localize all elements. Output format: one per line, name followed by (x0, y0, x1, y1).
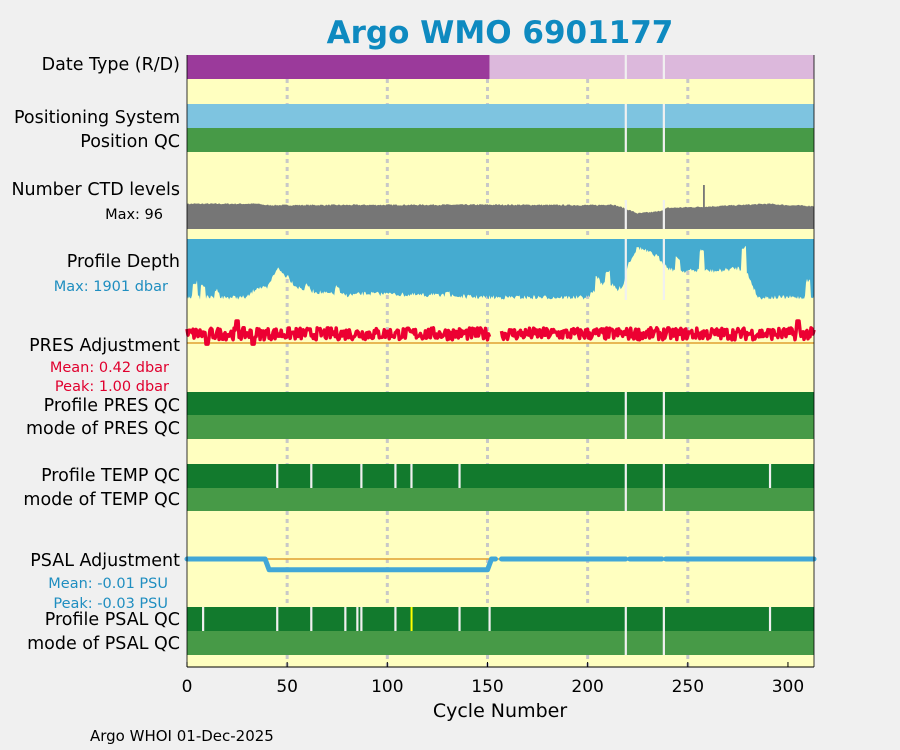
psal-qc-full-gap-238 (662, 607, 665, 655)
depth-gap-238 (662, 239, 665, 300)
positioning-gap-238 (662, 104, 665, 152)
profile-pres-qc-label: Profile PRES QC (44, 396, 180, 416)
depth-max-label: Max: 1901 dbar (54, 279, 168, 295)
temp-qc-gap-104 (394, 464, 397, 488)
ctd-gap-219 (624, 200, 627, 229)
mode-pres-qc-bar (187, 415, 814, 439)
temp-qc-gap-45 (276, 464, 279, 488)
temp-qc-gap-87 (360, 464, 363, 488)
positioning-system-label: Positioning System (14, 108, 180, 128)
mode-psal-qc-bar (187, 631, 814, 655)
psal-qc-gap-104 (394, 607, 397, 631)
temp-qc-gap-112 (410, 464, 413, 488)
position-qc-bar (187, 128, 814, 152)
x-tick-label-100: 100 (371, 677, 403, 697)
psal-mean-label: Mean: -0.01 PSU (48, 576, 168, 592)
x-axis: 0 50 100 150 200 250 300 (182, 55, 815, 697)
ctd-gap-238 (662, 200, 665, 229)
pres-adjustment-label: PRES Adjustment (29, 336, 180, 356)
profile-temp-qc-label: Profile TEMP QC (41, 466, 180, 486)
x-tick-label-200: 200 (571, 677, 603, 697)
date-type-label: Date Type (R/D) (42, 55, 180, 75)
psal-qc-gap-62 (310, 607, 313, 631)
mode-temp-qc-label: mode of TEMP QC (23, 490, 180, 510)
x-tick-label-300: 300 (772, 677, 804, 697)
psal-qc-gap-45 (276, 607, 279, 631)
x-tick-label-250: 250 (672, 677, 704, 697)
chart-title: Argo WMO 6901177 (327, 15, 674, 51)
grid-lines (285, 55, 690, 667)
date-type-bar-R (187, 55, 490, 79)
ctd-max-label: Max: 96 (105, 207, 163, 223)
temp-qc-gap-62 (310, 464, 313, 488)
depth-gap-219 (624, 239, 627, 300)
pres-qc-gap-238 (662, 392, 665, 439)
x-tick-label-150: 150 (471, 677, 503, 697)
positioning-gap-219 (624, 104, 627, 152)
date-type-gap-219 (624, 55, 627, 79)
profile-depth-area (187, 239, 814, 300)
psal-peak-label: Peak: -0.03 PSU (53, 596, 168, 612)
pres-adjustment-line-0 (185, 319, 492, 346)
x-axis-label: Cycle Number (433, 700, 567, 722)
pres-adjustment-line-1 (499, 319, 816, 342)
positioning-system-bar (187, 104, 814, 128)
position-qc-label: Position QC (80, 132, 180, 152)
date-type-bar-D (489, 55, 814, 79)
psal-qc-full-gap-219 (624, 607, 627, 655)
profile-depth-label: Profile Depth (67, 252, 180, 272)
temp-qc-gap-291 (768, 464, 772, 488)
profile-psal-qc-label: Profile PSAL QC (45, 610, 180, 630)
date-type-gap-238 (662, 55, 665, 79)
psal-qc-flag-112 (410, 607, 413, 631)
psal-qc-gap-79 (344, 607, 347, 631)
mode-temp-qc-bar (187, 488, 814, 511)
profile-pres-qc-bar (187, 392, 814, 415)
temp-qc-full-gap-219 (624, 464, 627, 511)
x-tick-label-0: 0 (182, 677, 193, 697)
ctd-levels-area (187, 203, 814, 229)
pres-peak-label: Peak: 1.00 dbar (55, 379, 169, 395)
pres-mean-label: Mean: 0.42 dbar (50, 360, 169, 376)
psal-qc-gap-8 (202, 607, 205, 631)
mode-pres-qc-label: mode of PRES QC (26, 419, 180, 439)
psal-qc-gap-291 (768, 607, 772, 631)
psal-qc-gap-85 (356, 607, 359, 631)
ctd-spike-258 (703, 185, 705, 229)
mode-psal-qc-label: mode of PSAL QC (27, 634, 180, 654)
psal-adjustment-label: PSAL Adjustment (30, 551, 180, 571)
pres-qc-gap-219 (624, 392, 627, 439)
ctd-levels-label: Number CTD levels (11, 180, 180, 200)
temp-qc-full-gap-238 (662, 464, 665, 511)
temp-qc-gap-136 (458, 464, 461, 488)
footer-credit: Argo WHOI 01-Dec-2025 (90, 727, 274, 745)
chart-marks (184, 55, 817, 655)
x-tick-label-50: 50 (276, 677, 298, 697)
profile-temp-qc-bar (187, 464, 814, 488)
psal-adjustment-line-0 (184, 556, 498, 573)
psal-qc-gap-151 (488, 607, 491, 631)
plot-area (187, 55, 814, 667)
psal-qc-gap-87 (360, 607, 363, 631)
psal-qc-gap-136 (458, 607, 461, 631)
profile-psal-qc-bar (187, 607, 814, 631)
